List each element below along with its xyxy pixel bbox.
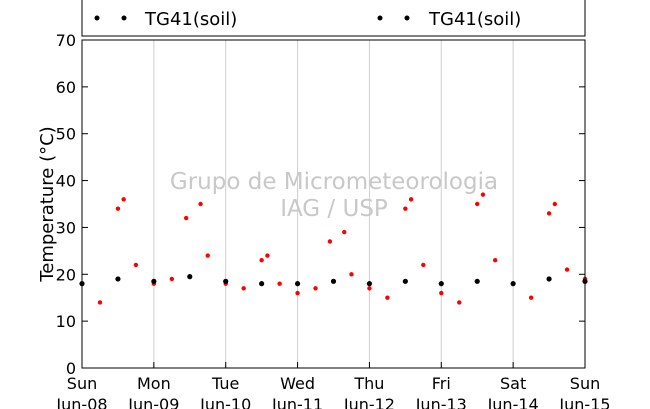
data-point [205, 253, 210, 258]
x-tick-label-day: Wed [280, 374, 315, 393]
y-tick-label: 70 [56, 31, 76, 50]
data-point [259, 281, 265, 287]
data-point [295, 290, 300, 296]
legend-marker [94, 15, 100, 21]
data-point [408, 197, 414, 202]
data-point [133, 262, 139, 268]
x-tick-label-date: Jun-09 [127, 395, 179, 409]
y-tick-label: 0 [66, 359, 76, 378]
legend-box [81, 0, 586, 37]
data-point [97, 300, 103, 305]
watermark-line-2: IAG / USP [280, 196, 388, 222]
data-point [492, 258, 498, 263]
data-point [241, 286, 246, 291]
x-tick-label-day: Fri [432, 374, 451, 393]
legend-marker [121, 15, 127, 21]
y-tick-label: 40 [56, 172, 76, 191]
data-point [439, 290, 444, 296]
x-tick-label-date: Jun-14 [487, 395, 539, 409]
x-tick-label-date: Jun-15 [558, 395, 610, 409]
x-tick-label-date: Jun-12 [343, 395, 395, 409]
data-point [115, 206, 121, 211]
data-point [552, 201, 558, 207]
data-point [187, 274, 193, 280]
data-point [313, 286, 318, 291]
x-tick-label-date: Jun-10 [199, 395, 251, 409]
data-point [327, 239, 333, 244]
data-point [421, 262, 426, 268]
plot-area [82, 40, 585, 368]
data-point [474, 278, 480, 284]
data-point [546, 211, 552, 216]
y-tick-label: 30 [56, 218, 76, 237]
plot-frame [81, 39, 586, 369]
data-point [265, 253, 270, 258]
data-point [198, 201, 203, 207]
legend-entry-2: TG41(soil) [377, 9, 521, 30]
x-axis: Sun Jun-08 Mon Jun-09 Tue Jun-10 Wed Jun-11 Thu J… [55, 362, 611, 409]
data-point [457, 300, 462, 305]
data-point [528, 295, 534, 300]
y-tick-label: 50 [56, 125, 76, 144]
data-point [151, 278, 157, 284]
data-point [223, 278, 229, 284]
x-tick-label-date: Jun-11 [271, 395, 323, 409]
data-point [349, 272, 354, 277]
x-tick-label-date: Jun-08 [55, 395, 107, 409]
grid [153, 40, 514, 368]
watermark-line-1: Grupo de Micrometeorologia [170, 169, 498, 195]
data-point [169, 276, 175, 282]
data-point [438, 281, 444, 287]
x-tick-label-day: Sun [67, 374, 97, 393]
x-tick-label-date: Jun-13 [415, 395, 467, 409]
data-point [510, 281, 516, 287]
legend-marker [377, 15, 383, 21]
y-axis-label: Temperature (°C) [37, 126, 58, 282]
legend-label: TG41(soil) [144, 9, 237, 30]
data-marks [79, 192, 588, 305]
data-point [385, 295, 390, 300]
data-point [342, 229, 347, 235]
y-tick-label: 60 [56, 78, 76, 97]
data-point [366, 281, 373, 287]
data-point [277, 281, 282, 286]
legend-entry-1: TG41(soil) [94, 9, 237, 30]
x-tick-label-day: Sun [570, 374, 600, 393]
data-point [367, 286, 372, 291]
data-point [294, 281, 301, 287]
data-point [480, 192, 486, 197]
data-point [121, 197, 126, 202]
y-tick-label: 10 [56, 312, 76, 331]
data-point [183, 215, 189, 221]
y-tick-label: 20 [56, 265, 76, 284]
x-tick-label-day: Tue [211, 374, 239, 393]
data-point [402, 278, 408, 284]
x-tick-label-day: Mon [137, 374, 171, 393]
x-tick-label-day: Sat [500, 374, 526, 393]
x-tick-label-day: Thu [353, 374, 384, 393]
data-point [259, 258, 264, 263]
data-point [115, 276, 121, 282]
series-2 [79, 274, 588, 287]
data-point [475, 201, 480, 207]
data-point [403, 206, 408, 211]
data-point [564, 267, 570, 272]
data-point [330, 278, 337, 284]
legend-marker [404, 15, 410, 21]
y-axis: 0 10 20 30 40 50 60 70 [56, 31, 585, 378]
data-point [546, 276, 552, 282]
legend-label: TG41(soil) [428, 9, 521, 30]
